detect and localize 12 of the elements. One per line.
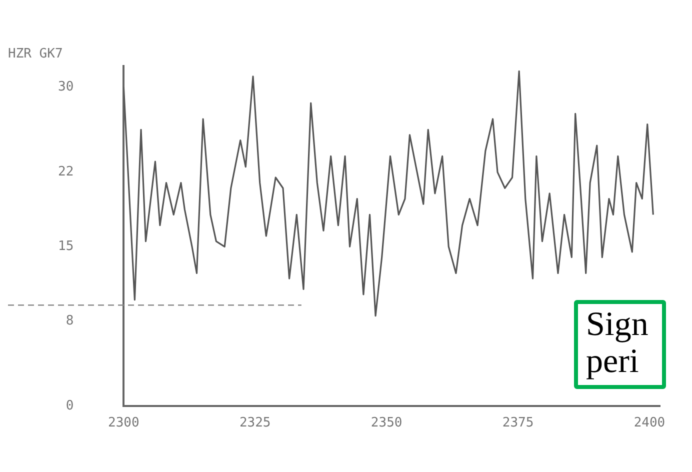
y-tick-label: 0 <box>66 398 74 414</box>
x-tick-label: 2300 <box>108 415 140 430</box>
x-tick-label: 2350 <box>370 415 402 430</box>
y-tick-label: 15 <box>58 239 74 254</box>
y-tick-label: 22 <box>58 164 74 180</box>
annotation: Sign peri <box>574 300 666 389</box>
y-tick-label: 30 <box>58 79 74 94</box>
y-tick-label: 8 <box>66 313 74 328</box>
chart-title: HZR GK7 <box>8 46 63 62</box>
x-tick-label: 2400 <box>634 415 666 430</box>
x-tick-label: 2375 <box>502 415 534 430</box>
x-tick-label: 2325 <box>239 415 271 430</box>
